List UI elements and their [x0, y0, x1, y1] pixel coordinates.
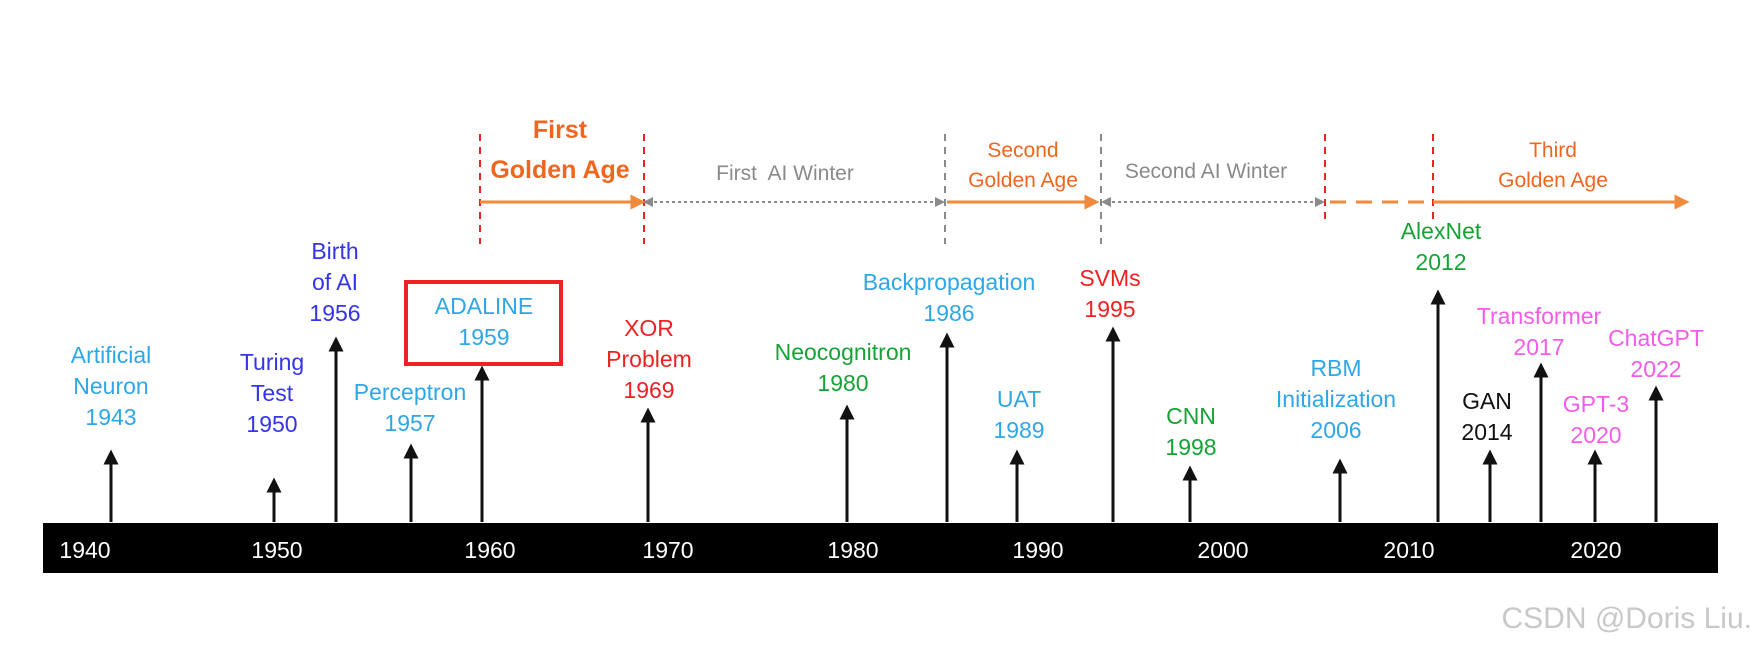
event-label-perceptron: Perceptron 1957 — [354, 379, 467, 436]
event-label-rbm-initialization: RBM Initialization 2006 — [1276, 355, 1396, 443]
first-golden-age-label-1: First — [533, 116, 588, 144]
period-labels: First Golden Age First AI Winter Second … — [490, 116, 1608, 192]
event-label-uat: UAT 1989 — [993, 386, 1044, 443]
event-label-cnn: CNN 1998 — [1165, 403, 1216, 460]
event-label-line: 2014 — [1461, 419, 1512, 445]
axis-label-2010: 2010 — [1383, 537, 1434, 563]
axis-label-2000: 2000 — [1197, 537, 1248, 563]
event-label-line: Birth — [311, 238, 358, 264]
event-label-line: 1950 — [246, 411, 297, 437]
event-label-neocognitron: Neocognitron 1980 — [775, 339, 912, 396]
event-label-line: Neuron — [73, 373, 148, 399]
event-label-alexnet: AlexNet 2012 — [1401, 218, 1482, 275]
event-label-line: Transformer — [1477, 303, 1602, 329]
event-label-line: ADALINE — [435, 293, 533, 319]
event-label-line: Artificial — [71, 342, 152, 368]
event-label-line: 1998 — [1165, 434, 1216, 460]
event-label-line: 1989 — [993, 417, 1044, 443]
event-label-line: Initialization — [1276, 386, 1396, 412]
adaline-highlight-box — [404, 280, 563, 366]
event-label-line: Perceptron — [354, 379, 467, 405]
event-label-line: GPT-3 — [1563, 391, 1629, 417]
event-label-line: 1956 — [309, 300, 360, 326]
event-label-line: XOR — [624, 315, 674, 341]
event-label-line: 1986 — [923, 300, 974, 326]
event-label-adaline: ADALINE 1959 — [435, 293, 533, 350]
third-golden-age-label-1: Third — [1529, 139, 1577, 162]
event-label-line: Test — [251, 380, 294, 406]
event-label-line: 1959 — [458, 324, 509, 350]
event-label-line: 1957 — [384, 410, 435, 436]
event-label-line: SVMs — [1079, 265, 1140, 291]
event-label-line: GAN — [1462, 388, 1512, 414]
event-label-line: 2017 — [1513, 334, 1564, 360]
event-label-line: of AI — [312, 269, 358, 295]
event-label-backpropagation: Backpropagation 1986 — [863, 269, 1036, 326]
event-label-birth-of-ai: Birth of AI 1956 — [309, 238, 360, 326]
event-label-line: Turing — [240, 349, 304, 375]
event-label-line: RBM — [1310, 355, 1361, 381]
second-ai-winter-label: Second AI Winter — [1125, 160, 1287, 183]
event-label-line: UAT — [997, 386, 1041, 412]
event-label-chatgpt: ChatGPT 2022 — [1608, 325, 1704, 382]
event-label-turing-test: Turing Test 1950 — [240, 349, 304, 437]
event-label-artificial-neuron: Artificial Neuron 1943 — [71, 342, 152, 430]
event-label-line: 2020 — [1570, 422, 1621, 448]
event-label-gan: GAN 2014 — [1461, 388, 1512, 445]
watermark: CSDN @Doris Liu. — [1501, 602, 1752, 635]
axis-label-1980: 1980 — [827, 537, 878, 563]
axis-label-1940: 1940 — [59, 537, 110, 563]
event-label-line: Problem — [606, 346, 692, 372]
event-label-transformer: Transformer 2017 — [1477, 303, 1602, 360]
event-label-svms: SVMs 1995 — [1079, 265, 1140, 322]
event-label-line: 1943 — [85, 404, 136, 430]
event-label-line: 1995 — [1084, 296, 1135, 322]
event-arrows — [103, 289, 1664, 522]
event-label-line: AlexNet — [1401, 218, 1482, 244]
axis-label-1990: 1990 — [1012, 537, 1063, 563]
event-label-line: 2022 — [1630, 356, 1681, 382]
axis-label-1970: 1970 — [642, 537, 693, 563]
event-label-xor-problem: XOR Problem 1969 — [606, 315, 692, 403]
axis-labels: 1940 1950 1960 1970 1980 1990 2000 2010 … — [59, 537, 1621, 563]
third-golden-age-label-2: Golden Age — [1498, 169, 1608, 192]
period-boundaries — [479, 134, 1434, 244]
second-golden-age-label-2: Golden Age — [968, 169, 1078, 192]
event-label-gpt-3: GPT-3 2020 — [1563, 391, 1629, 448]
timeline-axis-bar — [43, 523, 1718, 573]
event-labels: Artificial Neuron 1943 Turing Test 1950 Birt… — [71, 218, 1704, 460]
event-label-line: Backpropagation — [863, 269, 1036, 295]
first-ai-winter-label: First AI Winter — [716, 162, 854, 185]
axis-label-2020: 2020 — [1570, 537, 1621, 563]
second-golden-age-label-1: Second — [987, 139, 1058, 162]
event-label-line: 2012 — [1415, 249, 1466, 275]
event-label-line: CNN — [1166, 403, 1216, 429]
first-golden-age-label-2: Golden Age — [490, 156, 629, 184]
event-label-line: 2006 — [1310, 417, 1361, 443]
event-label-line: ChatGPT — [1608, 325, 1704, 351]
axis-label-1960: 1960 — [464, 537, 515, 563]
event-label-line: 1969 — [623, 377, 674, 403]
event-label-line: 1980 — [817, 370, 868, 396]
event-label-line: Neocognitron — [775, 339, 912, 365]
axis-label-1950: 1950 — [251, 537, 302, 563]
